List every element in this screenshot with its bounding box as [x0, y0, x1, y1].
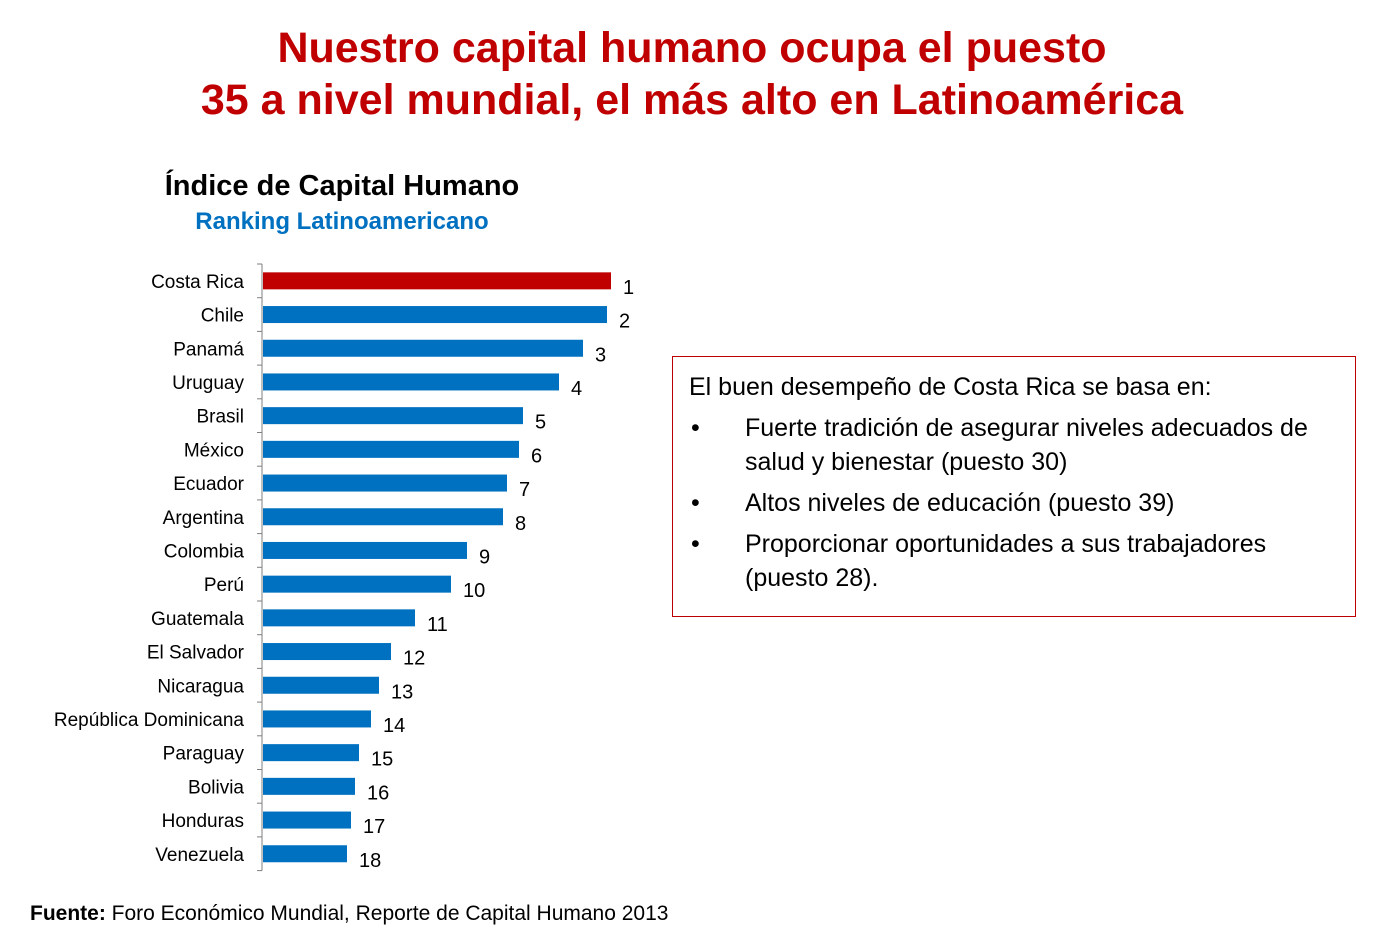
chart-subtitle: Ranking Latinoamericano [195, 208, 489, 235]
bar [263, 811, 351, 829]
bar [263, 575, 451, 593]
data-label: 4 [571, 378, 582, 400]
category-label: Honduras [162, 811, 244, 832]
category-label: Panamá [173, 339, 244, 360]
bar [263, 440, 519, 458]
data-label: 1 [623, 277, 634, 299]
category-label: Uruguay [172, 373, 244, 394]
bar [263, 272, 611, 290]
category-label: Colombia [164, 541, 245, 562]
category-label: México [184, 440, 244, 461]
data-label: 15 [371, 749, 393, 771]
data-label: 14 [383, 715, 405, 737]
headline-line-2: 35 a nivel mundial, el más alto en Latin… [200, 76, 1184, 124]
category-label: Bolivia [188, 777, 244, 798]
bar [263, 777, 355, 795]
callout-intro: El buen desempeño de Costa Rica se basa … [689, 373, 1212, 401]
bullet-icon: • [691, 489, 700, 517]
bar [263, 643, 391, 661]
data-label: 5 [535, 412, 546, 434]
callout-item-text: Altos niveles de educación (puesto 39) [745, 489, 1175, 517]
source-text: Foro Económico Mundial, Reporte de Capit… [105, 902, 669, 925]
bar [263, 710, 371, 728]
data-label: 12 [403, 648, 425, 670]
bar [263, 339, 583, 357]
data-label: 11 [427, 614, 448, 636]
category-label: Chile [201, 306, 244, 327]
data-label: 2 [619, 311, 630, 333]
callout-item: • Altos niveles de educación (puesto 39) [689, 486, 1339, 520]
category-label: Venezuela [155, 845, 244, 866]
chart-title: Índice de Capital Humano [164, 170, 520, 202]
data-label: 3 [595, 344, 606, 366]
category-label: Argentina [163, 508, 245, 529]
bar [263, 744, 359, 762]
bar-chart: Costa Rica 1 Chile 2 Panamá 3 Uruguay 4 Brasil 5 M… [54, 263, 634, 872]
bullet-icon: • [691, 414, 700, 442]
source-note: Fuente: Foro Económico Mundial, Reporte … [30, 902, 668, 926]
headline: Nuestro capital humano ocupa el puesto 3… [0, 22, 1384, 126]
category-label: Brasil [196, 407, 244, 428]
data-label: 18 [359, 850, 381, 872]
callout-item: • Fuerte tradición de asegurar niveles ad… [689, 411, 1339, 479]
callout-item: • Proporcionar oportunidades a sus trabaj… [689, 527, 1339, 595]
category-label: Costa Rica [151, 272, 244, 293]
bar [263, 845, 347, 863]
data-label: 9 [479, 546, 490, 568]
category-label: Paraguay [163, 744, 245, 765]
bar [263, 407, 523, 425]
bar [263, 306, 607, 324]
category-label: República Dominicana [54, 710, 245, 731]
headline-line-1: Nuestro capital humano ocupa el puesto [277, 24, 1107, 72]
category-label: Perú [204, 575, 244, 596]
bar [263, 676, 379, 694]
bar [263, 609, 415, 627]
bar [263, 541, 467, 559]
source-label: Fuente: [30, 902, 106, 925]
bar [263, 474, 507, 492]
callout-item-text: Proporcionar oportunidades a sus trabaja… [745, 530, 1267, 592]
callout-box: El buen desempeño de Costa Rica se basa … [672, 356, 1356, 617]
callout-item-text: Fuerte tradición de asegurar niveles ade… [745, 414, 1308, 476]
data-label: 16 [367, 782, 389, 804]
category-label: Guatemala [151, 609, 244, 630]
bar [263, 373, 559, 391]
category-label: Nicaragua [157, 676, 244, 697]
data-label: 10 [463, 580, 485, 602]
data-label: 7 [519, 479, 530, 501]
data-label: 6 [531, 445, 542, 467]
bar [263, 508, 503, 526]
data-label: 17 [363, 816, 385, 838]
bullet-icon: • [691, 530, 700, 558]
category-label: Ecuador [173, 474, 244, 495]
category-label: El Salvador [147, 643, 245, 664]
data-label: 13 [391, 681, 413, 703]
callout-list: • Fuerte tradición de asegurar niveles ad… [689, 411, 1339, 595]
data-label: 8 [515, 513, 526, 535]
